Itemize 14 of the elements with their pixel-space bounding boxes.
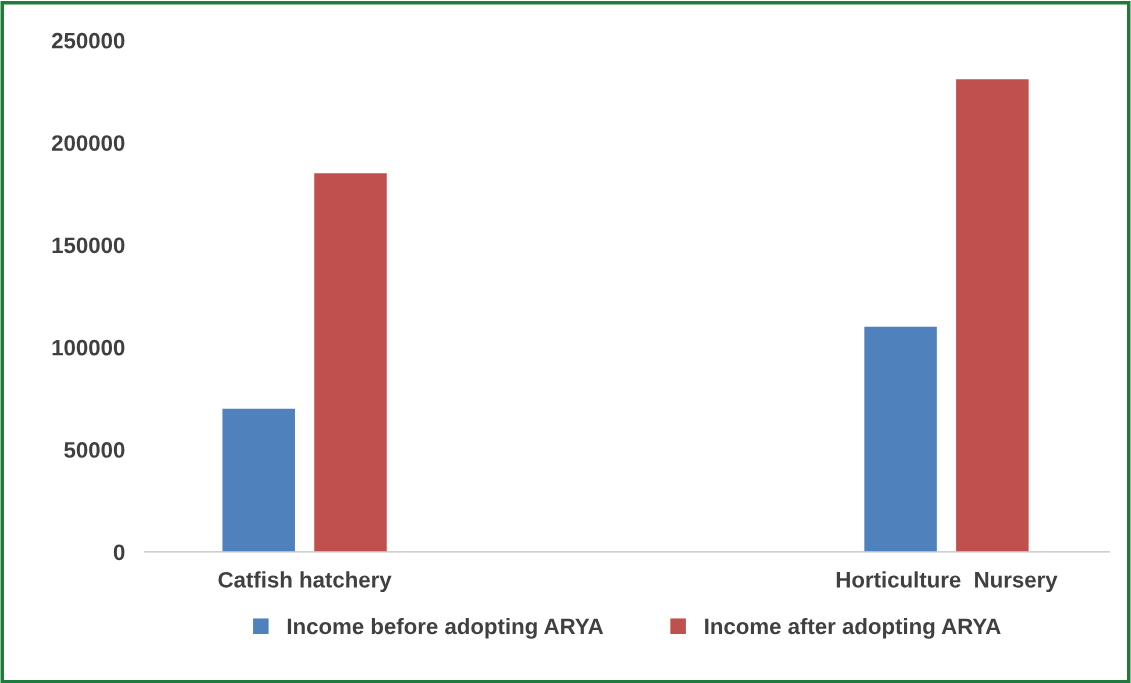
x-tick-label: Horticulture Nursery [836,571,1058,593]
bar [864,326,937,552]
bar [314,173,387,552]
bar [222,408,295,552]
y-tick-label: 100000 [52,339,125,356]
legend-label: Income after adopting ARYA [705,617,1001,639]
x-tick-label: Catfish hatchery [218,571,392,593]
y-tick-label: 250000 [51,32,125,49]
legend-label: Income before adopting ARYA [287,617,604,639]
y-tick-label: 200000 [51,135,125,151]
bar [956,79,1029,552]
y-tick-label: 50000 [64,442,125,458]
y-tick-label: 150000 [52,237,125,254]
y-tick-label: 0 [113,544,125,561]
